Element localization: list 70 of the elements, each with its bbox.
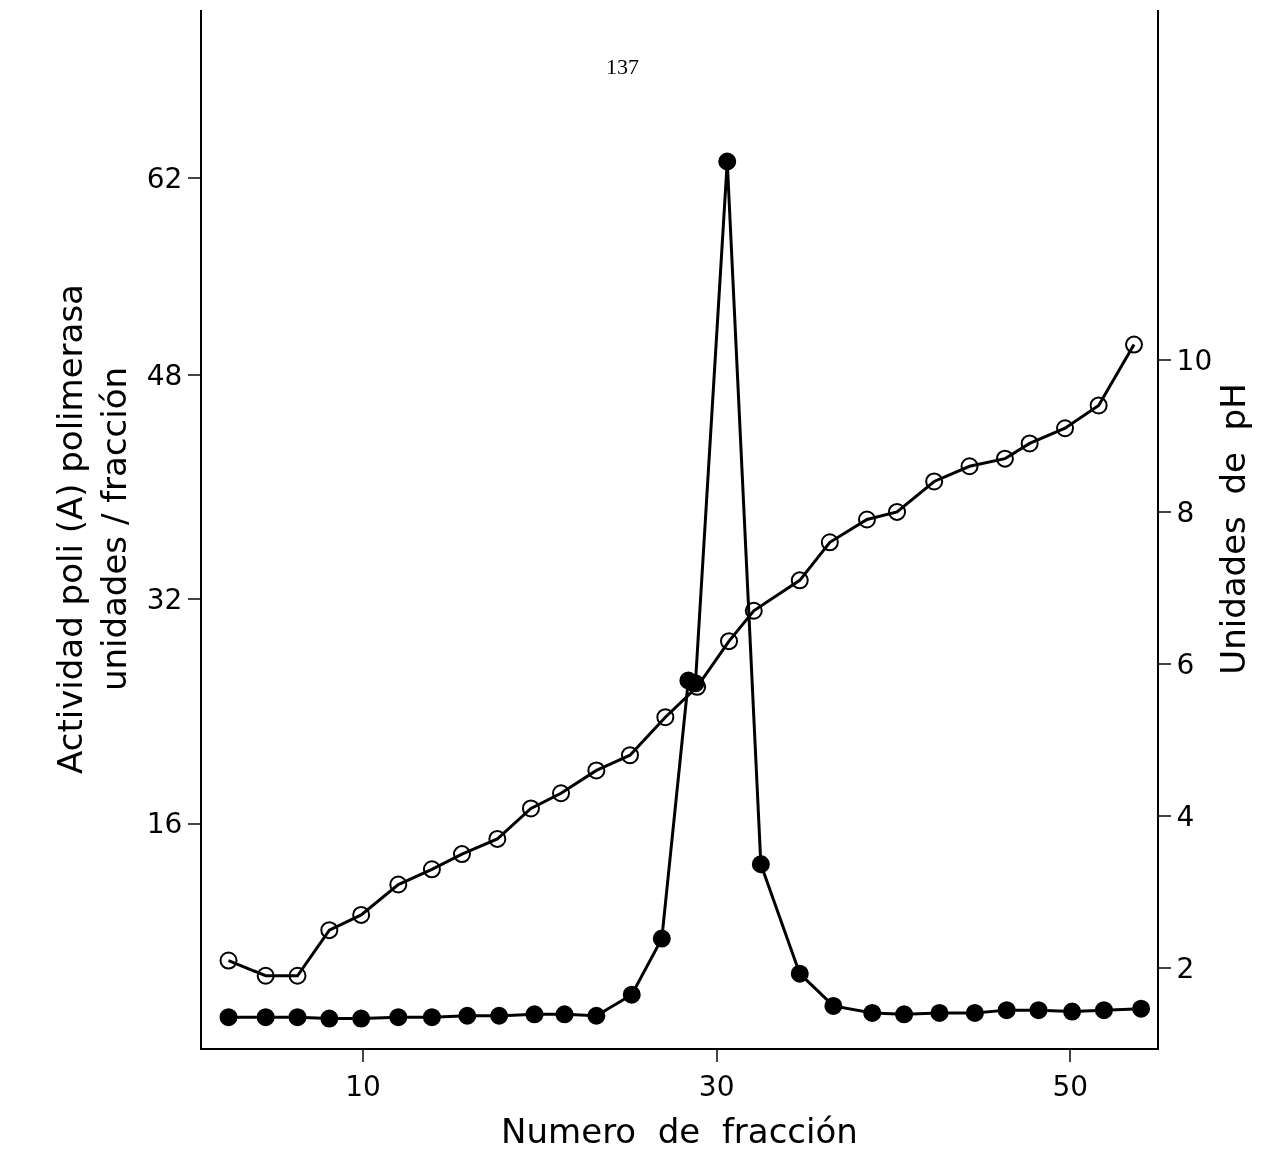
point (790, 964, 809, 983)
y2-tick-label: 4 (1176, 799, 1195, 833)
y-tick-label: 48 (146, 358, 183, 392)
point (1094, 1001, 1113, 1020)
point (997, 1001, 1016, 1020)
point (389, 875, 408, 894)
point (751, 855, 770, 874)
point (790, 571, 809, 590)
point (288, 966, 307, 985)
point (1125, 335, 1144, 354)
point (1063, 1002, 1082, 1021)
y-tick-label: 62 (146, 162, 183, 196)
point (488, 829, 507, 848)
point (622, 985, 641, 1004)
point (458, 1006, 477, 1025)
point (820, 533, 839, 552)
point (1132, 999, 1151, 1018)
point (320, 921, 339, 940)
point (1056, 419, 1075, 438)
x-axis-title: Numero de fracción (501, 1111, 858, 1152)
point (256, 966, 275, 985)
point (930, 1003, 949, 1022)
point (925, 472, 944, 491)
x-tick-label: 10 (345, 1069, 381, 1103)
point (863, 1003, 882, 1022)
point (389, 1008, 408, 1027)
y2-tick-label: 2 (1176, 951, 1195, 985)
point (521, 799, 540, 818)
point (490, 1006, 509, 1025)
point (555, 1005, 574, 1024)
point (256, 1008, 275, 1027)
y-axis-title: Actividad poli (A) polimerasa unidades / fracción (49, 284, 134, 774)
y2-tick-label: 10 (1176, 343, 1213, 377)
point (888, 502, 907, 521)
point (652, 929, 671, 948)
point (995, 449, 1014, 468)
y-tick-label: 16 (146, 807, 183, 841)
y2-tick-label: 8 (1176, 495, 1195, 529)
point (857, 510, 876, 529)
point (352, 1009, 371, 1028)
point (422, 860, 441, 879)
point (320, 1009, 339, 1028)
point (895, 1005, 914, 1024)
point (656, 708, 675, 727)
point (587, 761, 606, 780)
x-tick-label: 30 (698, 1069, 735, 1103)
point (744, 601, 763, 620)
point (219, 951, 238, 970)
point (352, 905, 371, 924)
point (620, 746, 639, 765)
point (1089, 396, 1108, 415)
point (219, 1008, 238, 1027)
point (552, 784, 571, 803)
point (422, 1008, 441, 1027)
point (1020, 434, 1039, 453)
point (288, 1008, 307, 1027)
point (824, 996, 843, 1015)
point (720, 632, 739, 651)
point (1029, 1001, 1048, 1020)
point (965, 1003, 984, 1022)
y2-axis-title: Unidades de pH (1213, 383, 1254, 675)
point (718, 152, 737, 171)
point (525, 1005, 544, 1024)
point (452, 845, 471, 864)
point (587, 1006, 606, 1025)
y-tick-label: 32 (146, 582, 183, 616)
x-tick-label: 50 (1052, 1069, 1089, 1103)
annotation: 137 (606, 54, 639, 79)
y2-tick-label: 6 (1176, 647, 1195, 681)
point (960, 457, 979, 476)
